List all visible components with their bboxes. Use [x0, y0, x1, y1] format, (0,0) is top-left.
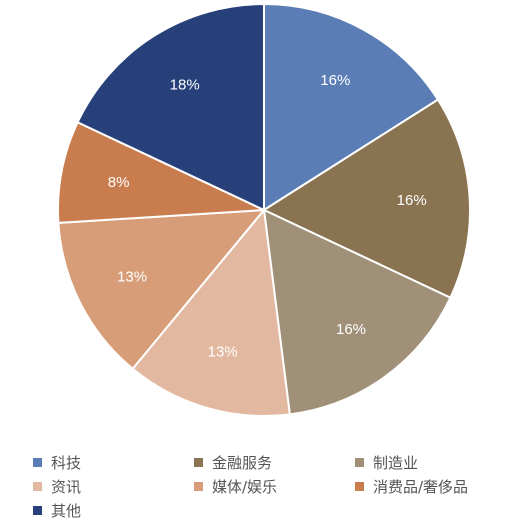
data-label-media-entertainment: 13% [117, 269, 147, 286]
legend-item-financial-services: 金融服务 [194, 451, 272, 473]
data-label-financial-services: 16% [397, 192, 427, 209]
legend-label-financial-services: 金融服务 [212, 453, 273, 472]
pie-slice-financial-services [261, 98, 471, 300]
legend-swatch-keji [33, 457, 42, 467]
data-label-other: 18% [170, 77, 200, 94]
legend-swatch-financial-services [194, 457, 203, 467]
legend-item-media-entertainment: 媒体/娱乐 [194, 475, 277, 497]
legend-label-other: 其他 [51, 501, 82, 520]
legend-item-manufacturing: 制造业 [355, 451, 418, 473]
legend-item-other: 其他 [33, 499, 81, 521]
pie-slice-consumer-luxury [57, 120, 265, 224]
legend-label-manufacturing: 制造业 [373, 453, 419, 472]
legend-item-information: 资讯 [33, 475, 81, 497]
data-label-keji: 16% [320, 72, 350, 89]
legend-label-media-entertainment: 媒体/娱乐 [212, 477, 278, 496]
pie-slice-media-entertainment [57, 208, 267, 371]
pie-slice-keji [263, 2, 440, 212]
legend-label-keji: 科技 [51, 453, 82, 472]
chart-legend: 科技 金融服务 制造业 资讯 媒体/娱乐 消费品/奢侈品 其他 [33, 451, 513, 521]
legend-swatch-information [33, 481, 42, 491]
legend-label-information: 资讯 [51, 477, 82, 496]
legend-label-consumer-luxury: 消费品/奢侈品 [373, 477, 469, 496]
data-label-manufacturing: 16% [336, 321, 366, 338]
pie-plot-area: 16% 16% 16% 13% 13% 8% 18% [57, 2, 471, 417]
legend-swatch-media-entertainment [194, 481, 203, 491]
pie-slice-information [131, 207, 291, 417]
data-label-information: 13% [208, 344, 238, 361]
legend-swatch-consumer-luxury [355, 481, 364, 491]
legend-item-consumer-luxury: 消费品/奢侈品 [355, 475, 468, 497]
pie-slice-other [76, 2, 265, 212]
legend-swatch-other [33, 505, 42, 515]
pie-slice-manufacturing [262, 208, 452, 416]
data-label-consumer-luxury: 8% [108, 174, 130, 191]
legend-item-keji: 科技 [33, 451, 81, 473]
legend-swatch-manufacturing [355, 457, 364, 467]
